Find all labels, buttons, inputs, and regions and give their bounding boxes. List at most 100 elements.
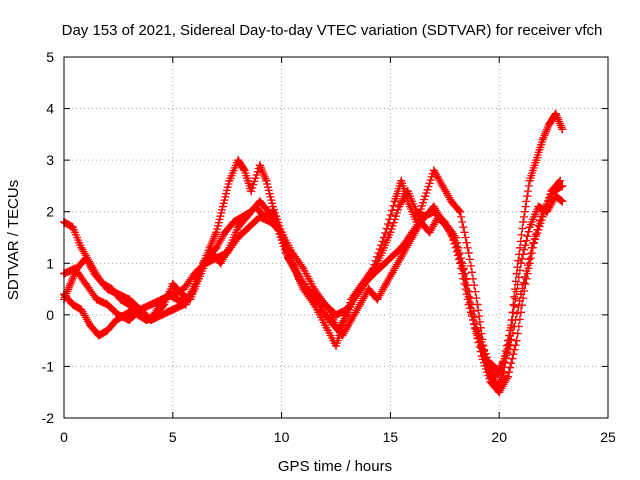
data-point: [207, 248, 216, 257]
data-point: [66, 279, 75, 288]
data-point: [329, 321, 338, 330]
data-point: [321, 321, 330, 330]
y-tick-label: -1: [42, 358, 55, 374]
data-point: [342, 305, 351, 314]
data-point: [107, 285, 116, 294]
data-point: [147, 300, 156, 309]
x-tick-label: 5: [169, 429, 177, 445]
series-track-d: [60, 181, 567, 376]
data-point: [549, 187, 558, 196]
data-point: [92, 295, 101, 304]
data-point: [223, 248, 232, 257]
data-point: [268, 207, 277, 216]
data-point: [451, 233, 460, 242]
x-tick-label: 0: [60, 429, 68, 445]
data-point: [495, 367, 504, 376]
data-point: [375, 264, 384, 273]
data-point: [532, 156, 541, 165]
y-axis-ticks: -2 -1 0 1 2 3 4 5: [42, 49, 608, 426]
data-point: [558, 181, 567, 190]
data-point: [464, 248, 473, 257]
data-point: [397, 176, 406, 185]
y-tick-label: 1: [46, 255, 54, 271]
data-point: [321, 300, 330, 309]
data-point: [68, 223, 77, 232]
data-point: [310, 285, 319, 294]
x-axis-label: GPS time / hours: [278, 458, 392, 475]
data-point: [516, 259, 525, 268]
x-tick-label: 25: [600, 429, 616, 445]
data-point: [512, 336, 521, 345]
data-point: [179, 285, 188, 294]
data-point: [266, 218, 275, 227]
data-point: [506, 341, 515, 350]
data-point: [295, 274, 304, 283]
data-point: [373, 295, 382, 304]
data-point: [181, 300, 190, 309]
data-point: [201, 259, 210, 268]
data-point: [99, 279, 108, 288]
data-point: [262, 176, 271, 185]
data-point: [525, 223, 534, 232]
plot-frame: [63, 56, 609, 419]
x-tick-label: 10: [274, 429, 290, 445]
data-points: [60, 109, 567, 397]
data-point: [288, 248, 297, 257]
data-point: [412, 207, 421, 216]
data-point: [397, 243, 406, 252]
data-point: [103, 300, 112, 309]
data-point: [486, 377, 495, 386]
data-point: [332, 341, 340, 350]
data-point: [364, 274, 373, 283]
data-point: [190, 279, 199, 288]
y-tick-label: 2: [46, 204, 54, 220]
marker-trail: [60, 109, 567, 392]
marker-trail: [60, 181, 567, 376]
data-point: [332, 310, 340, 319]
data-point: [81, 254, 90, 263]
data-point: [212, 243, 221, 252]
data-point: [355, 300, 364, 309]
data-point: [116, 295, 125, 304]
data-point: [255, 212, 264, 221]
data-point: [558, 197, 567, 206]
data-point: [429, 207, 438, 216]
data-point: [403, 187, 412, 196]
data-point: [70, 264, 79, 273]
data-point: [225, 176, 234, 185]
data-point: [519, 218, 528, 227]
data-point: [112, 316, 121, 325]
data-point: [81, 279, 90, 288]
data-point: [147, 316, 156, 325]
data-point: [221, 228, 230, 237]
data-point: [525, 176, 534, 185]
data-point: [251, 202, 260, 211]
data-point: [218, 202, 227, 211]
chart-title: Day 153 of 2021, Sidereal Day-to-day VTE…: [62, 22, 603, 39]
data-point: [168, 279, 177, 288]
data-point: [240, 166, 249, 175]
data-point: [558, 125, 567, 134]
data-point: [299, 264, 308, 273]
data-point: [456, 207, 465, 216]
data-point: [212, 254, 221, 263]
data-point: [190, 269, 199, 278]
data-point: [408, 228, 417, 237]
data-point: [527, 243, 536, 252]
y-tick-label: 3: [46, 152, 54, 168]
data-point: [277, 228, 286, 237]
y-axis-label: SDTVAR / TECUs: [5, 180, 22, 300]
data-point: [386, 254, 395, 263]
series-track-a: [60, 109, 567, 392]
data-point: [136, 305, 145, 314]
data-point: [347, 316, 356, 325]
data-point: [94, 331, 103, 340]
y-tick-label: 0: [46, 307, 54, 323]
data-point: [364, 285, 373, 294]
data-point: [440, 218, 449, 227]
data-point: [473, 326, 482, 335]
data-point: [77, 243, 86, 252]
data-point: [255, 197, 264, 206]
data-point: [395, 202, 404, 211]
